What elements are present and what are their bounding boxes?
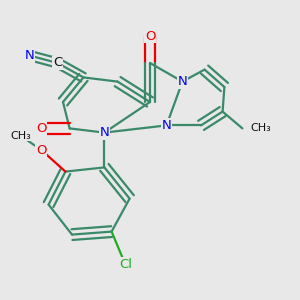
Text: N: N [162, 119, 171, 132]
Text: O: O [36, 143, 47, 157]
Text: N: N [100, 126, 109, 139]
Text: O: O [145, 29, 155, 43]
Text: Cl: Cl [119, 258, 132, 271]
Text: O: O [36, 122, 47, 135]
Text: N: N [178, 75, 187, 88]
Text: CH₃: CH₃ [251, 123, 272, 134]
Text: N: N [25, 49, 34, 62]
Text: CH₃: CH₃ [10, 130, 31, 141]
Text: C: C [53, 56, 62, 70]
